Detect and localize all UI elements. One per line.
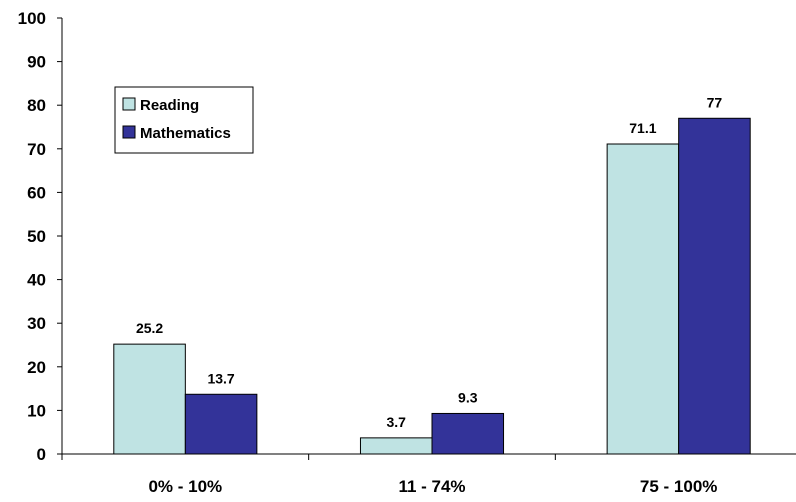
data-label: 13.7 (207, 370, 234, 386)
bar-reading-0 (113, 343, 186, 455)
y-tick-label: 40 (27, 271, 46, 290)
y-axis: 0 10 20 30 40 50 60 70 80 90 100 (18, 9, 63, 464)
y-tick-label: 50 (27, 227, 46, 246)
data-label: 77 (707, 94, 723, 110)
x-axis: 0% - 10% 11 - 74% 75 - 100% (61, 453, 796, 496)
data-label: 9.3 (458, 389, 478, 405)
bar-mathematics-0 (184, 393, 258, 455)
data-label: 3.7 (386, 414, 406, 430)
y-tick-label: 90 (27, 53, 46, 72)
legend-box (114, 86, 254, 154)
data-label: 71.1 (629, 120, 656, 136)
bars (113, 117, 751, 455)
bar-mathematics-2 (678, 117, 751, 455)
bar-reading-1 (359, 437, 433, 455)
legend-swatch-mathematics (122, 125, 136, 139)
y-tick-label: 30 (27, 314, 46, 333)
y-tick-label: 70 (27, 140, 46, 159)
legend: Reading Mathematics (114, 86, 254, 154)
bar-reading-2 (606, 143, 680, 455)
data-labels: 25.2 13.7 3.7 9.3 71.1 77 (136, 94, 722, 430)
legend-swatch-reading (122, 97, 136, 111)
y-tick-label: 20 (27, 358, 46, 377)
legend-label-reading: Reading (140, 97, 199, 114)
y-tick-label: 10 (27, 401, 46, 420)
legend-label-mathematics: Mathematics (140, 125, 231, 142)
x-category-label: 11 - 74% (398, 477, 465, 496)
x-category-label: 75 - 100% (640, 477, 718, 496)
y-tick-label: 100 (18, 9, 46, 28)
bar-mathematics-1 (431, 412, 505, 455)
y-tick-label: 80 (27, 96, 46, 115)
y-tick-label: 0 (37, 445, 46, 464)
x-category-label: 0% - 10% (148, 477, 222, 496)
y-tick-label: 60 (27, 183, 46, 202)
data-label: 25.2 (136, 320, 163, 336)
